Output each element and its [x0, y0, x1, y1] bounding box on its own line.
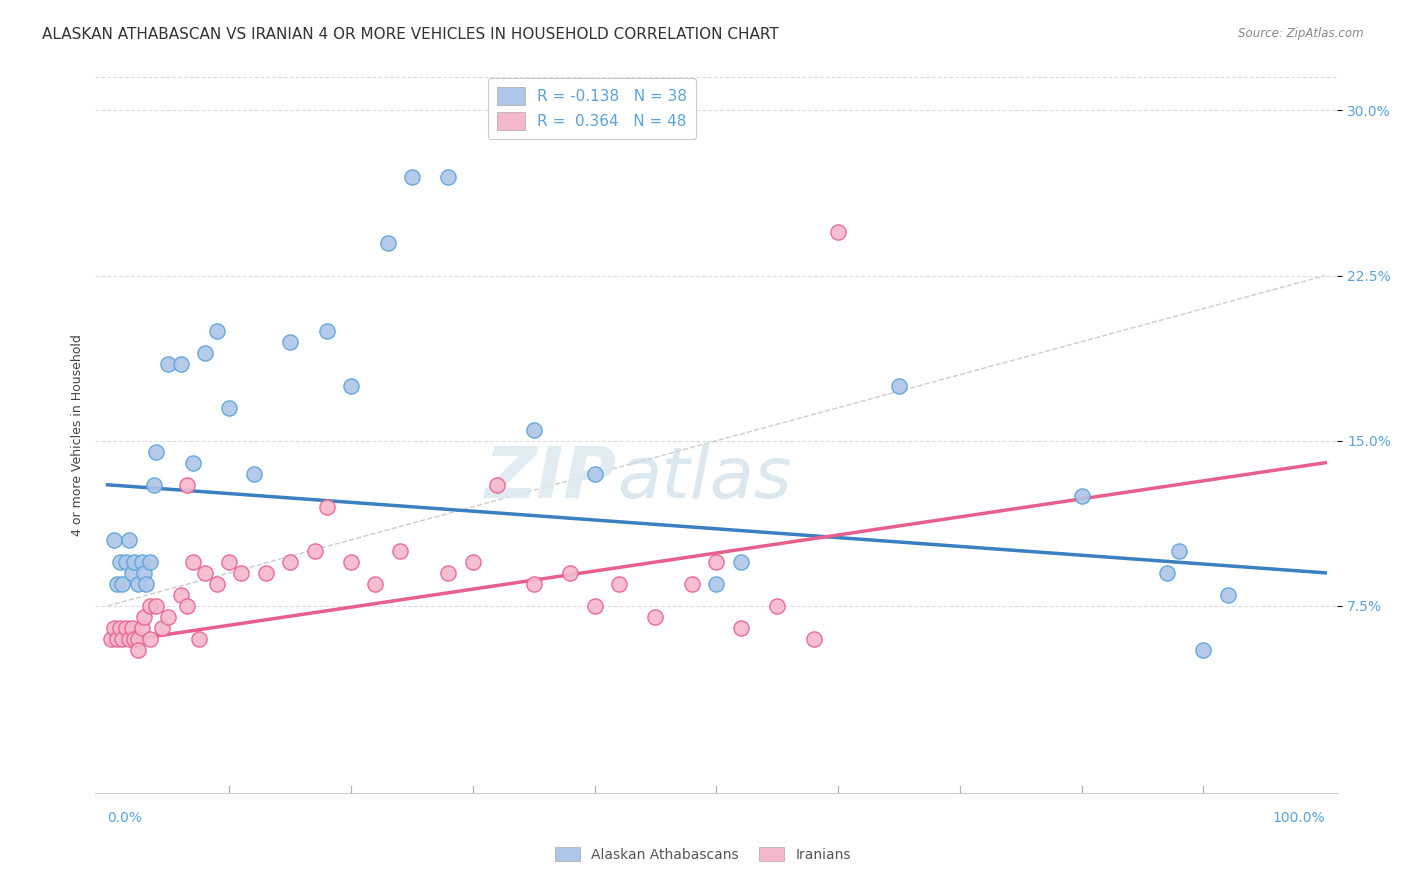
- Point: [730, 621, 752, 635]
- Point: [205, 324, 228, 338]
- Point: [340, 555, 363, 569]
- Point: [304, 544, 326, 558]
- Text: 0.0%: 0.0%: [107, 811, 142, 824]
- Point: [127, 643, 149, 657]
- Point: [132, 610, 155, 624]
- Point: [100, 632, 122, 646]
- Point: [176, 477, 198, 491]
- Point: [145, 444, 167, 458]
- Point: [242, 467, 264, 481]
- Point: [108, 621, 131, 635]
- Point: [169, 357, 191, 371]
- Point: [887, 378, 910, 392]
- Point: [103, 533, 125, 547]
- Point: [187, 632, 209, 646]
- Text: Source: ZipAtlas.com: Source: ZipAtlas.com: [1239, 27, 1364, 40]
- Point: [139, 555, 162, 569]
- Point: [706, 555, 728, 569]
- Point: [437, 169, 460, 184]
- Point: [194, 345, 217, 359]
- Point: [108, 555, 131, 569]
- Point: [111, 632, 134, 646]
- Point: [278, 555, 301, 569]
- Point: [218, 555, 240, 569]
- Point: [176, 599, 198, 613]
- Point: [157, 610, 180, 624]
- Point: [103, 621, 125, 635]
- Point: [121, 566, 143, 580]
- Point: [681, 577, 703, 591]
- Point: [364, 577, 387, 591]
- Point: [644, 610, 666, 624]
- Point: [127, 632, 149, 646]
- Text: ALASKAN ATHABASCAN VS IRANIAN 4 OR MORE VEHICLES IN HOUSEHOLD CORRELATION CHART: ALASKAN ATHABASCAN VS IRANIAN 4 OR MORE …: [42, 27, 779, 42]
- Point: [205, 577, 228, 591]
- Point: [523, 577, 546, 591]
- Point: [486, 477, 509, 491]
- Point: [105, 632, 128, 646]
- Point: [377, 235, 399, 250]
- Point: [157, 357, 180, 371]
- Point: [1070, 489, 1092, 503]
- Point: [169, 588, 191, 602]
- Point: [278, 334, 301, 349]
- Point: [437, 566, 460, 580]
- Point: [1156, 566, 1178, 580]
- Point: [766, 599, 789, 613]
- Point: [131, 555, 153, 569]
- Point: [139, 599, 162, 613]
- Point: [315, 500, 337, 514]
- Point: [401, 169, 423, 184]
- Point: [114, 555, 136, 569]
- Point: [583, 467, 606, 481]
- Point: [803, 632, 825, 646]
- Point: [132, 566, 155, 580]
- Point: [124, 632, 146, 646]
- Text: ZIP: ZIP: [485, 443, 617, 513]
- Point: [114, 621, 136, 635]
- Point: [1192, 643, 1215, 657]
- Point: [560, 566, 582, 580]
- Point: [315, 324, 337, 338]
- Point: [461, 555, 484, 569]
- Point: [131, 621, 153, 635]
- Point: [583, 599, 606, 613]
- Point: [1168, 544, 1191, 558]
- Point: [181, 555, 204, 569]
- Point: [231, 566, 253, 580]
- Point: [150, 621, 173, 635]
- Point: [142, 477, 165, 491]
- Point: [827, 225, 849, 239]
- Point: [118, 632, 141, 646]
- Text: atlas: atlas: [617, 443, 792, 513]
- Point: [181, 456, 204, 470]
- Point: [139, 632, 162, 646]
- Point: [111, 577, 134, 591]
- Point: [127, 577, 149, 591]
- Point: [388, 544, 411, 558]
- Y-axis label: 4 or more Vehicles in Household: 4 or more Vehicles in Household: [72, 334, 84, 536]
- Text: 100.0%: 100.0%: [1272, 811, 1326, 824]
- Point: [124, 555, 146, 569]
- Point: [254, 566, 277, 580]
- Legend: Alaskan Athabascans, Iranians: Alaskan Athabascans, Iranians: [550, 841, 856, 867]
- Point: [607, 577, 630, 591]
- Point: [135, 577, 157, 591]
- Point: [121, 621, 143, 635]
- Point: [730, 555, 752, 569]
- Point: [194, 566, 217, 580]
- Point: [340, 378, 363, 392]
- Point: [218, 401, 240, 415]
- Point: [523, 423, 546, 437]
- Point: [1216, 588, 1239, 602]
- Point: [706, 577, 728, 591]
- Point: [118, 533, 141, 547]
- Point: [145, 599, 167, 613]
- Legend: R = -0.138   N = 38, R =  0.364   N = 48: R = -0.138 N = 38, R = 0.364 N = 48: [488, 78, 696, 139]
- Point: [105, 577, 128, 591]
